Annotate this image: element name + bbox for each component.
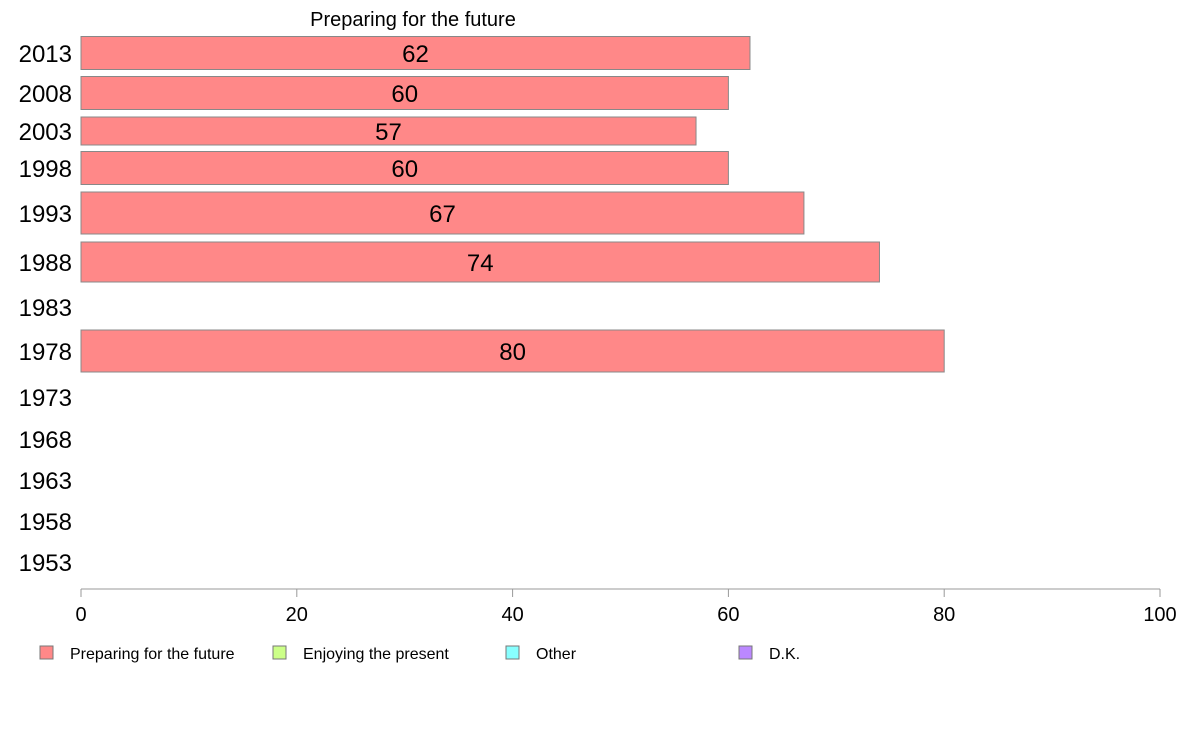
data-label-2013: 62 (402, 41, 429, 68)
legend-swatch-0 (39, 645, 54, 660)
row-label-1973: 1973 (19, 385, 72, 412)
x-tick-label-0: 0 (75, 604, 86, 626)
bar-1993 (80, 191, 805, 235)
data-label-1998: 60 (391, 156, 418, 183)
legend-swatch-3 (738, 645, 753, 660)
legend-label-1: Enjoying the present (303, 646, 449, 663)
data-label-2008: 60 (391, 81, 418, 108)
row-label-2013: 2013 (19, 41, 72, 68)
row-label-1958: 1958 (19, 509, 72, 536)
legend-label-3: D.K. (769, 646, 800, 663)
bar-2003 (80, 116, 697, 146)
data-label-1993: 67 (429, 201, 456, 228)
row-label-2008: 2008 (19, 81, 72, 108)
row-label-1978: 1978 (19, 339, 72, 366)
data-label-1978: 80 (499, 339, 526, 366)
chart-title: Preparing for the future (310, 9, 516, 31)
x-tick-label-100: 100 (1143, 604, 1176, 626)
row-label-1968: 1968 (19, 427, 72, 454)
x-tick-label-40: 40 (501, 604, 523, 626)
row-label-1993: 1993 (19, 201, 72, 228)
legend-swatch-1 (272, 645, 287, 660)
bar-2008 (80, 76, 729, 110)
bar-2013 (80, 36, 751, 70)
row-label-2003: 2003 (19, 119, 72, 146)
legend: Preparing for the future Enjoying the pre… (39, 645, 800, 663)
data-label-1988: 74 (467, 250, 494, 277)
bar-1988 (80, 241, 880, 283)
x-tick-label-80: 80 (933, 604, 955, 626)
row-label-1983: 1983 (19, 295, 72, 322)
row-label-1988: 1988 (19, 250, 72, 277)
data-label-2003: 57 (375, 119, 402, 146)
legend-label-2: Other (536, 646, 577, 663)
row-labels-layer: 2013 2008 2003 1998 1993 1988 1983 1978 1973 1968… (19, 41, 72, 577)
row-label-1998: 1998 (19, 156, 72, 183)
bar-1998 (80, 151, 729, 185)
bars-layer: 62 60 57 60 67 74 80 (80, 36, 945, 373)
legend-label-0: Preparing for the future (70, 646, 235, 663)
x-tick-label-60: 60 (717, 604, 739, 626)
bar-1978 (80, 329, 945, 373)
row-label-1953: 1953 (19, 550, 72, 577)
legend-swatch-2 (505, 645, 520, 660)
x-tick-label-20: 20 (286, 604, 308, 626)
row-label-1963: 1963 (19, 468, 72, 495)
x-axis: 0 20 40 60 80 100 (75, 588, 1177, 626)
